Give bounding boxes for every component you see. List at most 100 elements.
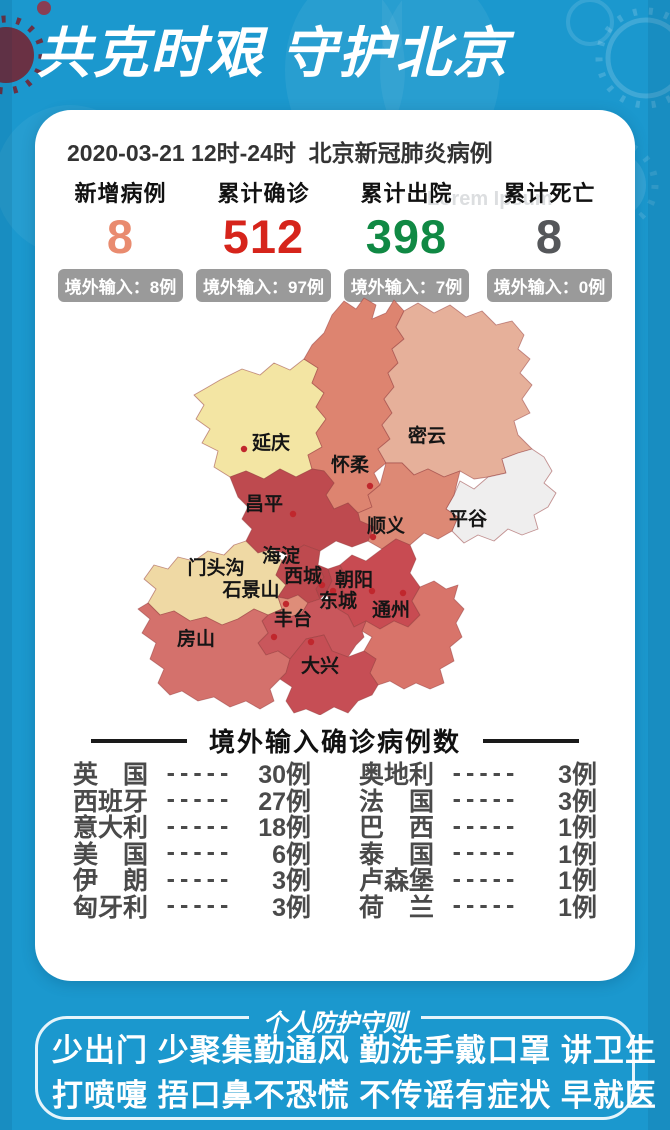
district-shape-通州 [361,580,465,690]
district-dot-东城 [329,587,337,595]
district-shape-顺义 [357,462,461,550]
country-name: 奥地利 [359,761,435,790]
stat-column-0: 新增病例 8 境外输入：8例 [49,176,192,303]
country-dashes: ----- [166,811,234,840]
imported-section-header: 境外输入确诊病例数 [35,722,635,759]
country-dashes: ----- [166,891,234,920]
district-shape-昌平 [229,468,375,556]
district-shape-延庆 [193,358,327,480]
lorem-watermark: Lorem Ipsum [427,188,553,210]
district-shape-大兴 [279,634,379,716]
protection-rows: 少出门 少聚集 勤通风 勤洗手 戴口罩 讲卫生 打喷嚏 捂口鼻 不恐慌 不传谣 有症状 早… [52,1025,656,1113]
stat-column-3: 累计死亡 8 境外输入：0例 [478,176,621,303]
country-count: 3例 [558,787,597,816]
district-label-顺义: 顺义 [367,515,405,537]
imported-country-list: 英 国 ----- 30例 奥地利 ----- 3例 西班牙 ----- 27例法 国 -----… [73,758,597,922]
country-dashes: ----- [452,785,520,814]
district-dot-朝阳 [399,589,407,597]
protection-box: 个人防护守则 少出门 少聚集 勤通风 勤洗手 戴口罩 讲卫生 打喷嚏 捂口鼻 不恐慌 不… [35,1003,656,1120]
district-label-延庆: 延庆 [251,431,290,454]
right-rule [483,738,579,743]
country-dashes: ----- [166,758,234,787]
country-name: 卢森堡 [359,867,435,896]
district-label-门头沟: 门头沟 [187,556,244,579]
district-dot-通州 [368,587,376,595]
country-row: 英 国 ----- 30例 [73,758,311,790]
district-dot-延庆 [240,445,248,453]
district-label-朝阳: 朝阳 [335,569,373,591]
country-dashes: ----- [452,811,520,840]
district-label-昌平: 昌平 [245,493,283,515]
district-label-房山: 房山 [177,627,215,650]
country-row: 美 国 ----- 6例 [73,838,311,869]
country-count: 1例 [558,867,597,896]
country-count: 18例 [258,814,311,843]
district-shape-密云 [377,302,533,480]
district-dot-丰台 [270,633,278,641]
protection-tip: 不恐慌 不传谣 [253,1078,456,1113]
left-edge-shade [0,0,12,1130]
country-name: 英 国 [73,761,149,790]
country-dashes: ----- [166,838,234,867]
district-label-密云: 密云 [408,424,446,447]
country-count: 27例 [258,787,311,816]
imported-section-title: 境外输入确诊病例数 [208,727,461,757]
district-shape-房山 [137,602,291,710]
country-row: 巴 西 ----- 1例 [359,811,597,843]
country-dashes: ----- [166,785,234,814]
country-name: 意大利 [73,814,149,843]
right-edge-shade [648,0,670,1130]
district-label-海淀: 海淀 [262,544,301,567]
country-name: 西班牙 [73,787,149,816]
stat-column-2: 累计出院 398 境外输入：7例 [335,176,478,303]
left-rule [90,738,187,743]
country-count: 30例 [258,761,311,790]
district-label-东城: 东城 [319,589,357,612]
district-dot-大兴 [307,638,315,646]
stat-value: 8 [535,210,564,263]
report-card: 2020-03-21 12时-24时 北京新冠肺炎病例 Lorem Ipsum … [35,110,635,981]
district-dot-西城 [318,581,326,589]
country-name: 美 国 [73,840,149,869]
stat-value: 398 [365,210,448,263]
country-row: 伊 朗 ----- 3例 [73,865,311,896]
stat-label: 累计死亡 [503,181,596,206]
district-label-通州: 通州 [372,599,410,621]
stat-label: 累计出院 [360,181,453,206]
country-row: 卢森堡 ----- 1例 [359,865,597,896]
protection-tip: 有症状 早就医 [455,1078,657,1113]
country-count: 1例 [558,893,597,922]
protection-tip: 打喷嚏 捂口鼻 [52,1078,254,1113]
district-dot-石景山 [282,600,290,608]
country-count: 3例 [272,893,311,922]
stat-value: 8 [106,210,135,263]
country-count: 1例 [558,814,597,843]
protection-row-1: 少出门 少聚集 勤通风 勤洗手 戴口罩 讲卫生 [52,1025,656,1070]
stat-column-1: 累计确诊 512 境外输入：97例 [192,176,335,303]
country-count: 3例 [272,867,311,896]
protection-tip: 少出门 少聚集 [52,1033,254,1068]
district-label-丰台: 丰台 [274,607,312,630]
district-label-大兴: 大兴 [301,654,339,677]
country-name: 伊 朗 [73,867,149,896]
district-dot-怀柔 [366,482,374,490]
country-row: 荷 兰 ----- 1例 [359,891,597,922]
stat-badge: 境外输入：7例 [343,269,470,303]
protection-row-2: 打喷嚏 捂口鼻 不恐慌 不传谣 有症状 早就医 [52,1070,656,1115]
country-dashes: ----- [452,838,520,867]
country-name: 泰 国 [359,840,435,869]
district-label-石景山: 石景山 [221,579,279,601]
stat-badge: 境外输入：97例 [196,269,331,303]
country-row: 泰 国 ----- 1例 [359,838,597,869]
country-row: 匈牙利 ----- 3例 [73,891,311,922]
country-name: 荷 兰 [359,893,435,922]
country-name: 匈牙利 [73,893,149,922]
stat-badge: 境外输入：8例 [57,269,184,303]
date-line: 2020-03-21 12时-24时 北京新冠肺炎病例 [67,140,493,166]
country-count: 1例 [558,840,597,869]
country-row: 意大利 ----- 18例 [73,811,311,843]
protection-title: 个人防护守则 [249,1003,421,1038]
stat-label: 累计确诊 [217,181,310,206]
